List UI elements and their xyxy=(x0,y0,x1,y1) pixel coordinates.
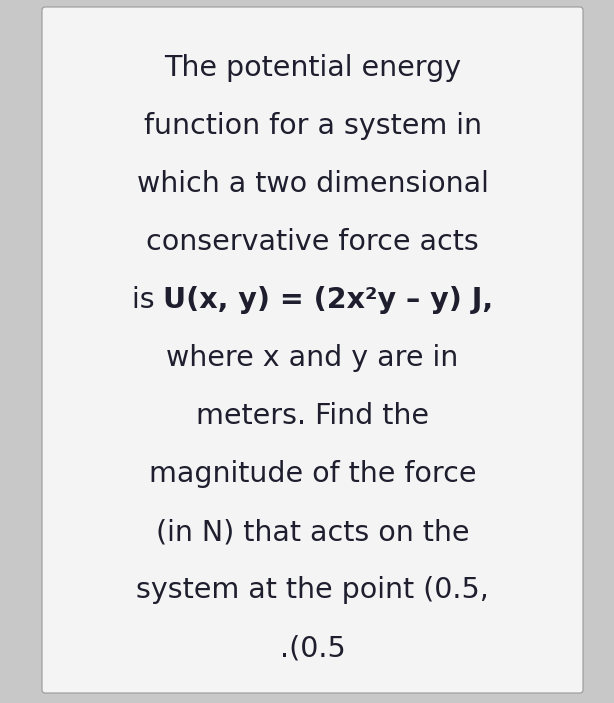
Text: is: is xyxy=(131,286,163,314)
Text: where x and y are in: where x and y are in xyxy=(166,344,459,372)
FancyBboxPatch shape xyxy=(42,7,583,693)
Text: .(0.5: .(0.5 xyxy=(279,634,345,662)
Text: function for a system in: function for a system in xyxy=(144,112,481,140)
Text: system at the point (0.5,: system at the point (0.5, xyxy=(136,576,489,604)
Text: (in N) that acts on the: (in N) that acts on the xyxy=(156,518,469,546)
Text: conservative force acts: conservative force acts xyxy=(146,228,479,256)
Text: meters. Find the: meters. Find the xyxy=(196,402,429,430)
Text: The potential energy: The potential energy xyxy=(164,54,461,82)
Text: magnitude of the force: magnitude of the force xyxy=(149,460,476,488)
Text: which a two dimensional: which a two dimensional xyxy=(136,170,489,198)
Text: U(x, y) = (2x²y – y) J,: U(x, y) = (2x²y – y) J, xyxy=(163,286,494,314)
